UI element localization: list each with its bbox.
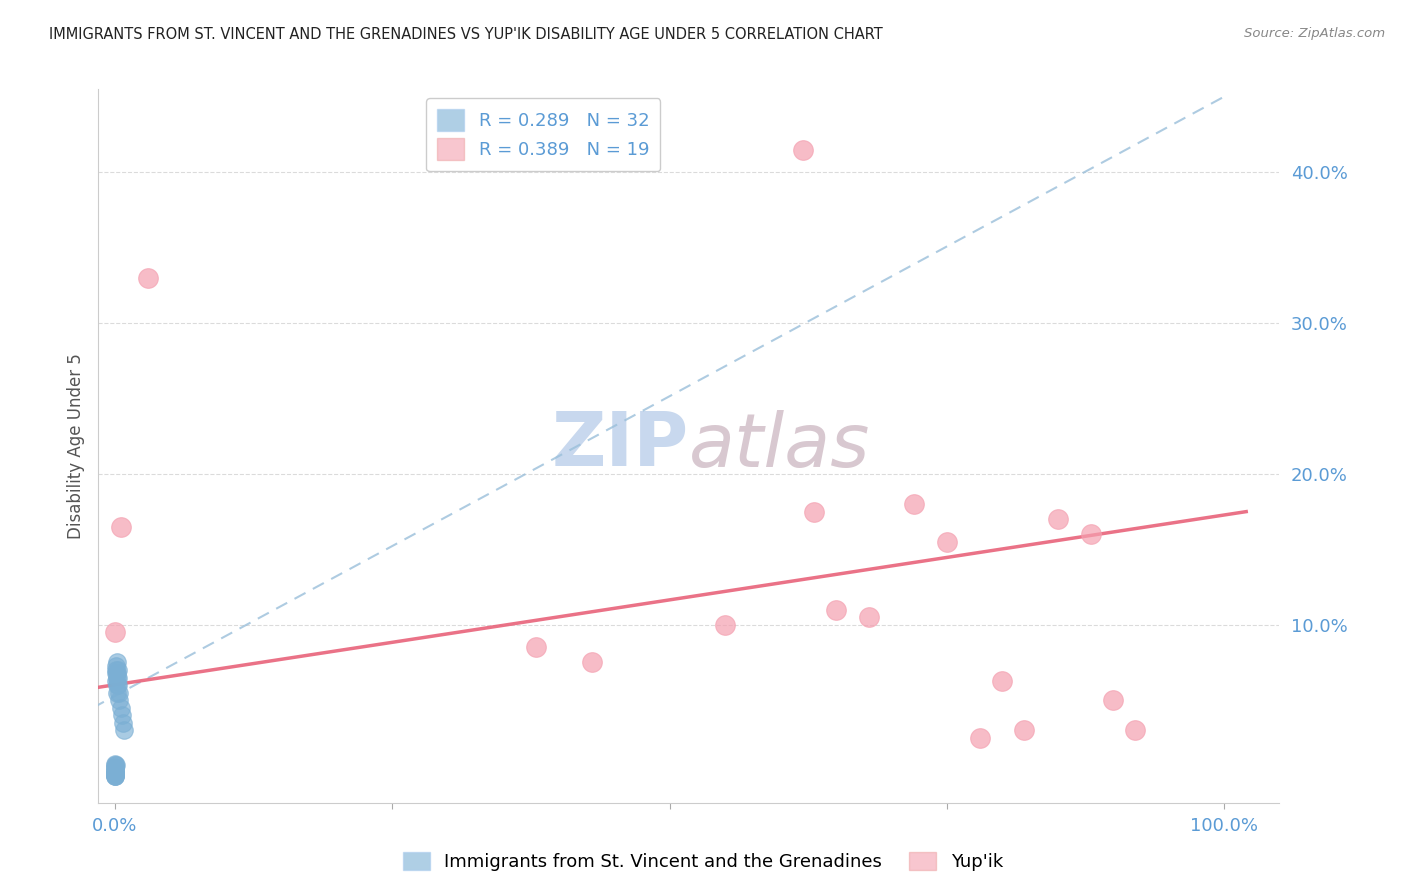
Point <box>104 769 127 783</box>
Point <box>104 767 127 781</box>
Point <box>104 756 127 771</box>
Point <box>105 671 128 685</box>
Point <box>105 666 128 681</box>
Point <box>1102 693 1125 707</box>
Point <box>991 673 1014 688</box>
Legend: R = 0.289   N = 32, R = 0.389   N = 19: R = 0.289 N = 32, R = 0.389 N = 19 <box>426 98 661 171</box>
Point <box>105 666 128 681</box>
Point <box>112 723 135 738</box>
Point <box>110 700 132 714</box>
Point <box>903 497 925 511</box>
Point <box>104 761 127 775</box>
Point <box>107 663 129 677</box>
Point <box>825 603 848 617</box>
Point <box>105 678 128 692</box>
Point <box>111 708 134 723</box>
Point <box>1014 723 1036 738</box>
Point <box>581 656 603 670</box>
Text: atlas: atlas <box>689 410 870 482</box>
Point <box>104 764 127 778</box>
Text: Source: ZipAtlas.com: Source: ZipAtlas.com <box>1244 27 1385 40</box>
Point <box>969 731 991 745</box>
Point <box>1080 527 1102 541</box>
Point <box>136 270 159 285</box>
Point <box>1123 723 1146 738</box>
Point <box>858 610 880 624</box>
Legend: Immigrants from St. Vincent and the Grenadines, Yup'ik: Immigrants from St. Vincent and the Gren… <box>395 845 1011 879</box>
Point <box>105 663 128 677</box>
Point <box>104 625 127 640</box>
Y-axis label: Disability Age Under 5: Disability Age Under 5 <box>66 353 84 539</box>
Point <box>111 715 134 730</box>
Point <box>104 769 127 783</box>
Point <box>104 765 127 780</box>
Point <box>107 671 129 685</box>
Point <box>105 656 128 670</box>
Text: IMMIGRANTS FROM ST. VINCENT AND THE GRENADINES VS YUP'IK DISABILITY AGE UNDER 5 : IMMIGRANTS FROM ST. VINCENT AND THE GREN… <box>49 27 883 42</box>
Point <box>105 686 128 700</box>
Point <box>104 769 127 783</box>
Point <box>104 767 127 781</box>
Point <box>104 763 127 777</box>
Point <box>803 505 825 519</box>
Point <box>107 678 129 692</box>
Point <box>110 519 132 533</box>
Point <box>108 693 131 707</box>
Point <box>108 686 131 700</box>
Point <box>104 765 127 780</box>
Text: ZIP: ZIP <box>551 409 689 483</box>
Point <box>714 617 737 632</box>
Point <box>792 143 814 157</box>
Point <box>104 759 127 773</box>
Point <box>1046 512 1069 526</box>
Point <box>104 758 127 772</box>
Point <box>526 640 548 655</box>
Point <box>935 534 957 549</box>
Point <box>105 658 128 673</box>
Point <box>105 758 128 772</box>
Point <box>105 673 128 688</box>
